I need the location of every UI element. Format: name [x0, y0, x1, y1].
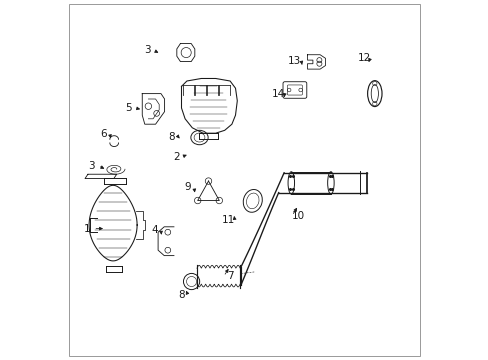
Text: 12: 12 [357, 53, 370, 63]
Text: 8: 8 [168, 132, 175, 142]
Text: 4: 4 [151, 225, 158, 235]
Text: 1: 1 [83, 224, 90, 234]
Text: 10: 10 [291, 211, 305, 221]
Text: 11: 11 [221, 215, 234, 225]
Text: 3: 3 [88, 161, 95, 171]
Text: 6: 6 [100, 129, 106, 139]
Text: 14: 14 [271, 89, 285, 99]
Text: 13: 13 [288, 56, 301, 66]
Text: 2: 2 [172, 152, 179, 162]
Text: 7: 7 [226, 271, 233, 282]
Text: 9: 9 [184, 182, 190, 192]
Text: 8: 8 [178, 290, 184, 300]
Text: 5: 5 [125, 103, 132, 113]
Text: 3: 3 [143, 45, 150, 55]
